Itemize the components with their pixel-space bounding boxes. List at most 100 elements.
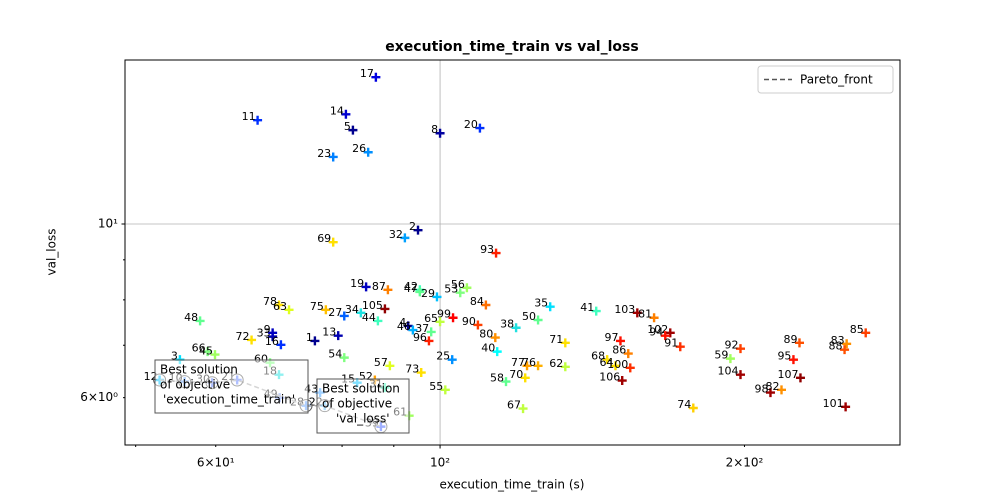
point [373, 316, 383, 326]
point [310, 336, 320, 346]
point [356, 308, 366, 318]
point-label: 13 [322, 326, 336, 339]
point [841, 402, 851, 412]
point-label: 55 [429, 380, 443, 393]
point [795, 373, 805, 383]
point-label: 66 [192, 342, 206, 355]
point [491, 248, 501, 258]
point [735, 344, 745, 354]
point-label: 83 [831, 334, 845, 347]
point-label: 62 [549, 357, 563, 370]
point-label: 76 [522, 356, 536, 369]
point-label: 29 [421, 287, 435, 300]
annotation-text: 'val_loss' [336, 412, 390, 426]
point-label: 90 [462, 315, 476, 328]
point-label: 42 [404, 280, 418, 293]
point-label: 86 [612, 344, 626, 357]
point-label: 87 [372, 280, 386, 293]
point [675, 342, 685, 352]
point [426, 327, 436, 337]
point-label: 16 [265, 335, 279, 348]
point-label: 9 [264, 323, 271, 336]
point [435, 317, 445, 327]
annotation-text: of objective [160, 378, 230, 392]
point-label: 97 [604, 331, 618, 344]
point-label: 4 [399, 316, 406, 329]
point-label: 19 [350, 277, 364, 290]
point [371, 72, 381, 82]
point-label: 77 [511, 356, 525, 369]
point-label: 80 [479, 328, 493, 341]
point [383, 285, 393, 295]
y-axis-label: val_loss [45, 229, 59, 276]
point-label: 81 [638, 308, 652, 321]
point-label: 32 [389, 228, 403, 241]
point-label: 8 [431, 123, 438, 136]
point-label: 101 [823, 397, 844, 410]
point [203, 347, 213, 357]
point-label: 2 [409, 220, 416, 233]
point [341, 109, 351, 119]
point [462, 283, 472, 293]
point-label: 57 [374, 356, 388, 369]
point-label: 23 [317, 147, 331, 160]
point [195, 316, 205, 326]
point [481, 300, 491, 310]
point [533, 315, 543, 325]
point [333, 331, 343, 341]
point [400, 233, 410, 243]
point [268, 328, 278, 338]
point [501, 377, 511, 387]
point-label: 104 [717, 365, 738, 378]
point [688, 403, 698, 413]
point [424, 336, 434, 346]
point-label: 70 [509, 368, 523, 381]
point [247, 335, 257, 345]
y-tick-label: 6×10⁰ [80, 390, 118, 404]
x-tick-label: 2×10² [726, 456, 764, 470]
point-label: 65 [424, 312, 438, 325]
point-label: 71 [549, 333, 563, 346]
point-label: 93 [480, 243, 494, 256]
point-label: 56 [451, 278, 465, 291]
point-label: 48 [184, 311, 198, 324]
point [339, 353, 349, 363]
point [735, 370, 745, 380]
point-label: 50 [522, 310, 536, 323]
point [440, 385, 450, 395]
point [276, 340, 286, 350]
point-label: 74 [677, 398, 691, 411]
point-label: 96 [413, 331, 427, 344]
point [473, 320, 483, 330]
point-label: 20 [464, 118, 478, 131]
annotation-text: 'execution_time_train' [163, 393, 295, 407]
point-label: 35 [534, 297, 548, 310]
annotation-box [316, 378, 410, 434]
x-tick-label: 10² [430, 456, 450, 470]
point [253, 115, 263, 125]
point-label: 33 [257, 327, 271, 340]
point-label: 98 [754, 383, 768, 396]
point-label: 38 [500, 318, 514, 331]
point [840, 345, 850, 355]
point-label: 68 [591, 350, 605, 363]
point [610, 361, 620, 371]
point-label: 85 [850, 323, 864, 336]
point-label: 82 [766, 380, 780, 393]
point [339, 311, 349, 321]
point-label: 95 [777, 350, 791, 363]
point-label: 45 [199, 345, 213, 358]
point [649, 313, 659, 323]
point [284, 305, 294, 315]
point-label: 54 [328, 348, 342, 361]
point [623, 349, 633, 359]
x-tick-label: 6×10¹ [197, 456, 235, 470]
point-label: 44 [362, 311, 376, 324]
point [363, 147, 373, 157]
point [518, 404, 528, 414]
point [413, 225, 423, 235]
point [777, 385, 787, 395]
point [533, 361, 543, 371]
point [765, 388, 775, 398]
